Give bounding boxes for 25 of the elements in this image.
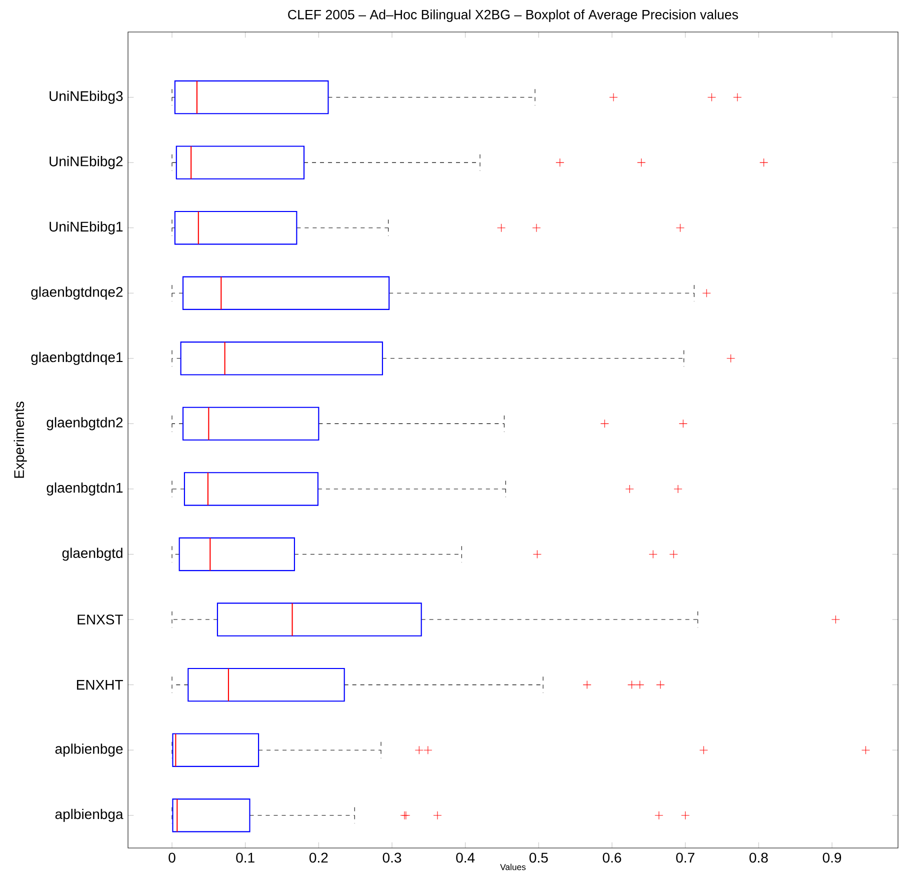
y-tick-label: glaenbgtdn2 [46, 417, 123, 430]
y-axis-title: Experiments [14, 402, 27, 478]
x-tick-label: 0.8 [749, 852, 768, 863]
y-tick-label: glaenbgtd [62, 548, 122, 561]
y-tick-label: UniNEbibg1 [50, 221, 123, 234]
x-tick-label: 0.4 [456, 852, 475, 863]
y-tick-label: glaenbgtdn1 [46, 482, 123, 496]
y-tick-label: glaenbgtdnqe2 [31, 286, 123, 300]
y-tick-label: aplbienbga [55, 808, 124, 822]
x-tick-label: 0 [168, 852, 176, 863]
y-tick-label: aplbienbge [55, 744, 123, 757]
y-tick-label: UniNEbibg2 [50, 156, 123, 170]
x-tick-label: 0.7 [676, 852, 694, 863]
y-tick-label: UniNEbibg3 [50, 90, 123, 104]
x-tick-label: 0.1 [236, 852, 254, 863]
y-tick-label: ENXST [78, 614, 123, 624]
x-tick-label: 0.9 [822, 852, 842, 863]
x-tick-label: 0.6 [602, 852, 622, 863]
x-tick-label: 0.2 [309, 852, 328, 863]
y-tick-label: ENXHT [76, 680, 123, 690]
x-axis-title: Values [500, 864, 526, 870]
x-tick-label: 0.5 [529, 852, 548, 863]
x-tick-label: 0.3 [382, 852, 402, 863]
y-tick-label: glaenbgtdnqe1 [31, 352, 123, 365]
chart-title: CLEF 2005 – Ad–Hoc Bilingual X2BG – Boxplot of Average Precision values [288, 10, 738, 22]
